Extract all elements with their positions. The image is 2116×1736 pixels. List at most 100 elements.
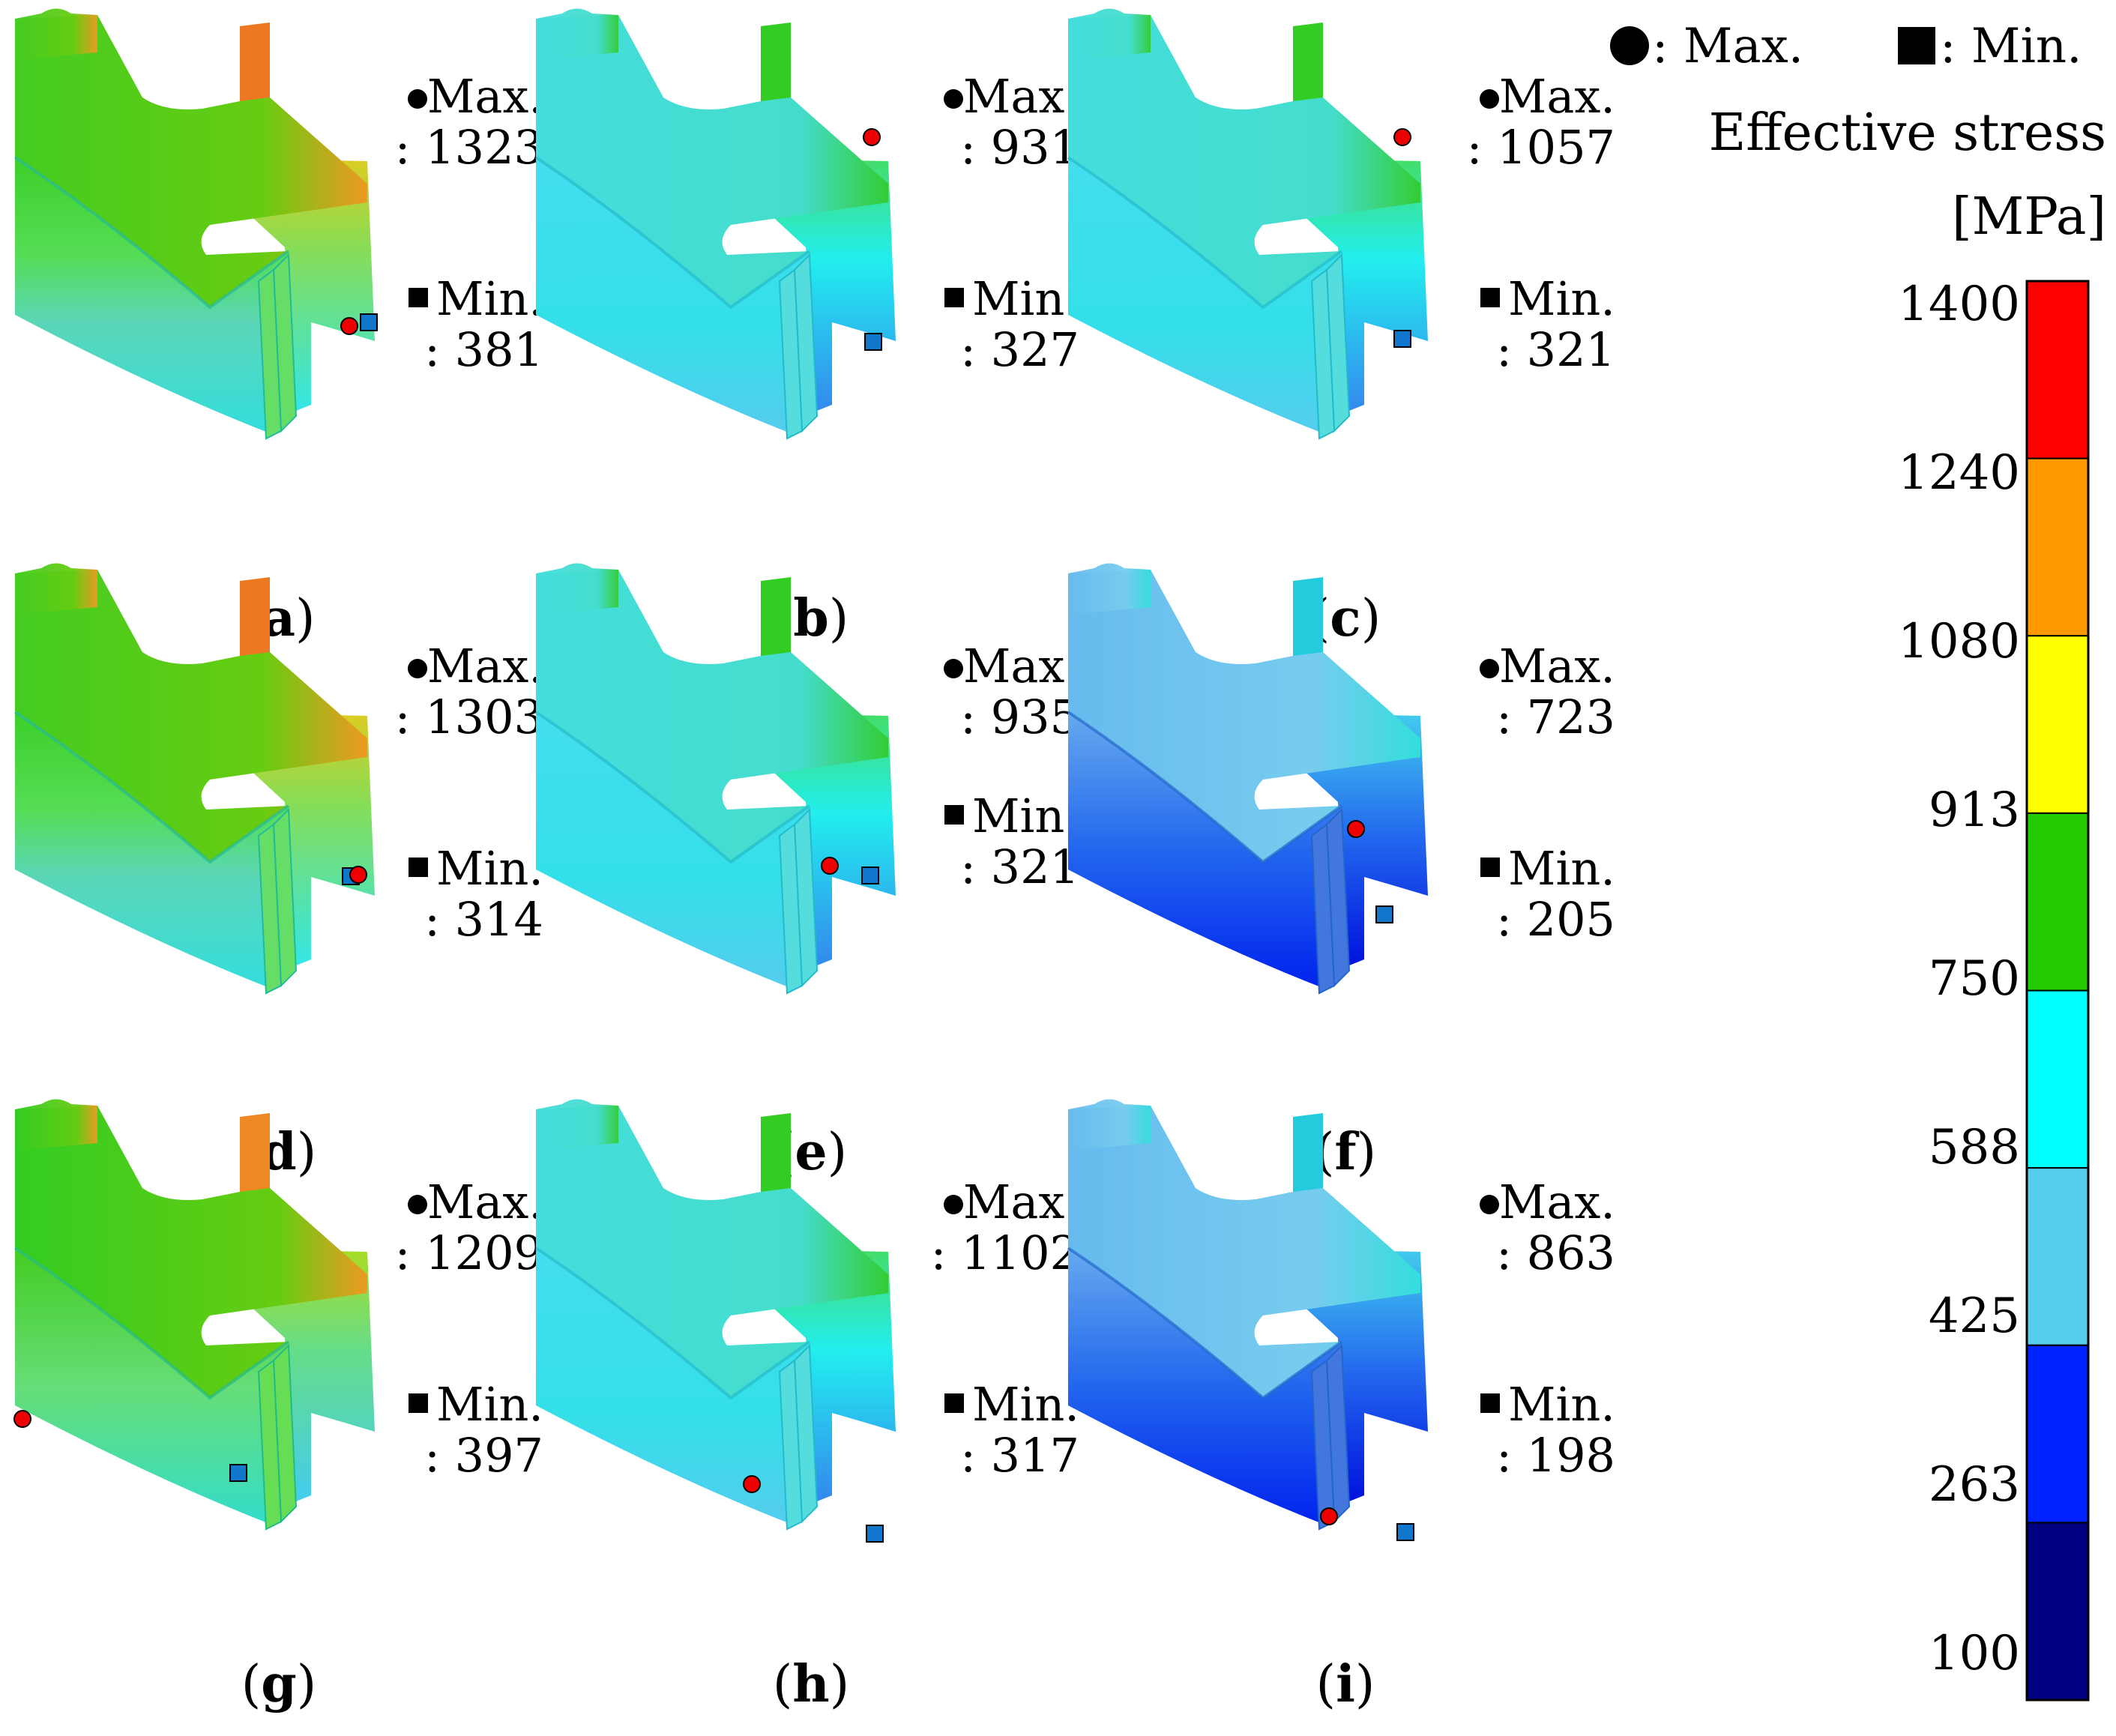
model-top-face bbox=[15, 570, 367, 862]
stress-contour-model bbox=[534, 8, 896, 440]
max-value: : 1323 bbox=[395, 120, 543, 175]
max-label: Max. bbox=[1499, 639, 1615, 693]
max-value: : 1057 bbox=[1467, 120, 1615, 175]
model-top-face bbox=[15, 15, 367, 307]
model-front-face bbox=[536, 712, 817, 989]
model-top-face bbox=[15, 1106, 367, 1398]
min-label: Min. bbox=[1508, 841, 1615, 896]
model-rib bbox=[778, 268, 804, 440]
min-bullet-icon bbox=[409, 288, 428, 307]
min-bullet-icon bbox=[944, 288, 964, 307]
max-bullet-icon bbox=[408, 1195, 427, 1214]
model-top-face bbox=[536, 570, 888, 862]
min-bullet-icon bbox=[944, 805, 964, 825]
model-rear-lug bbox=[761, 577, 791, 660]
colorbar-band bbox=[2026, 1167, 2089, 1346]
min-label: Min. bbox=[436, 841, 543, 896]
model-rib bbox=[1310, 268, 1336, 440]
model-rib bbox=[1310, 823, 1336, 995]
min-bullet-icon bbox=[1480, 858, 1500, 877]
colorbar-title-line1: Effective stress bbox=[1709, 103, 2106, 163]
model-edge bbox=[13, 156, 290, 310]
panel-caption: (f) bbox=[1315, 1122, 1376, 1182]
min-bullet-icon bbox=[1480, 288, 1500, 307]
model-edge bbox=[534, 1247, 811, 1400]
stress-contour-model bbox=[534, 1099, 896, 1531]
colorbar-band bbox=[2026, 989, 2089, 1169]
model-front-lug bbox=[15, 563, 97, 615]
max-value: : 863 bbox=[1496, 1226, 1615, 1280]
min-value: : 317 bbox=[960, 1428, 1079, 1483]
max-bullet-icon bbox=[944, 659, 963, 678]
max-label: Max. bbox=[963, 69, 1079, 124]
model-front-lug bbox=[536, 563, 618, 615]
model-front-lug bbox=[536, 1099, 618, 1151]
min-location-marker bbox=[1393, 330, 1411, 348]
colorbar-ticks: 1400 1240 1080 913 750 588 425 263 100 bbox=[1898, 277, 2020, 1681]
min-bullet-icon bbox=[1480, 1393, 1500, 1413]
caption-close: ) bbox=[295, 589, 316, 648]
colorbar-tick-label: 1400 bbox=[1898, 277, 2020, 332]
min-location-marker bbox=[861, 867, 879, 884]
min-value: : 314 bbox=[424, 892, 543, 947]
model-inner-face bbox=[1241, 157, 1428, 412]
max-location-marker bbox=[821, 857, 839, 875]
max-marker-icon bbox=[1610, 26, 1649, 65]
model-front-lug bbox=[1068, 8, 1151, 60]
max-bullet-icon bbox=[1480, 89, 1499, 109]
colorbar-title-line2: [MPa] bbox=[1952, 187, 2106, 247]
min-label: Min. bbox=[1508, 271, 1615, 326]
max-bullet-icon bbox=[1480, 1195, 1499, 1214]
marker-legend: : Max. : Min. bbox=[1610, 19, 2082, 74]
max-location-marker bbox=[1320, 1507, 1338, 1525]
caption-close: ) bbox=[828, 1123, 848, 1182]
min-label: Min. bbox=[972, 1377, 1079, 1432]
model-rib bbox=[257, 823, 283, 995]
max-bullet-icon bbox=[1480, 659, 1499, 678]
model-inner-face bbox=[708, 1248, 896, 1503]
model-inner-face bbox=[708, 712, 896, 967]
model-rear-lug bbox=[240, 577, 270, 660]
stress-contour-model bbox=[1067, 1099, 1428, 1531]
model-edge bbox=[534, 156, 811, 310]
min-bullet-icon bbox=[409, 1393, 428, 1413]
max-location-marker bbox=[13, 1410, 31, 1428]
stress-contour-model bbox=[1067, 8, 1428, 440]
model-top-face bbox=[536, 1106, 888, 1398]
model-rib bbox=[778, 823, 804, 995]
caption-letter: f bbox=[1334, 1122, 1359, 1182]
caption-close: ) bbox=[830, 1655, 850, 1714]
min-location-marker bbox=[360, 313, 378, 331]
panel-caption: (i) bbox=[1316, 1654, 1375, 1714]
max-value: : 1209 bbox=[395, 1226, 543, 1280]
model-front-lug bbox=[15, 8, 97, 60]
min-value: : 381 bbox=[424, 322, 543, 377]
panel-caption: (g) bbox=[241, 1654, 317, 1714]
model-top-face bbox=[1068, 570, 1420, 862]
max-value: : 723 bbox=[1496, 690, 1615, 744]
max-bullet-icon bbox=[944, 1195, 963, 1214]
min-bullet-icon bbox=[944, 1393, 964, 1413]
colorbar-tick-label: 100 bbox=[1929, 1626, 2020, 1681]
model-front-face bbox=[1068, 712, 1349, 989]
model-front-face bbox=[536, 157, 817, 435]
model-inner-face bbox=[1241, 1248, 1428, 1503]
model-edge bbox=[1067, 156, 1343, 310]
min-location-marker bbox=[1396, 1523, 1414, 1541]
min-value: : 198 bbox=[1496, 1428, 1615, 1483]
max-location-marker bbox=[349, 866, 367, 884]
max-label: Max. bbox=[963, 639, 1079, 693]
caption-close: ) bbox=[1361, 589, 1381, 648]
model-edge bbox=[13, 711, 290, 864]
max-label: Max. bbox=[1499, 1175, 1615, 1229]
min-marker-label: : Min. bbox=[1940, 19, 2082, 74]
min-label: Min. bbox=[972, 789, 1079, 843]
colorbar-bands bbox=[2025, 280, 2090, 1702]
model-rib bbox=[257, 1359, 283, 1531]
caption-open: ( bbox=[241, 1655, 262, 1714]
colorbar-tick-label: 425 bbox=[1929, 1289, 2020, 1344]
model-front-lug bbox=[536, 8, 618, 60]
min-marker-icon bbox=[1898, 27, 1935, 64]
